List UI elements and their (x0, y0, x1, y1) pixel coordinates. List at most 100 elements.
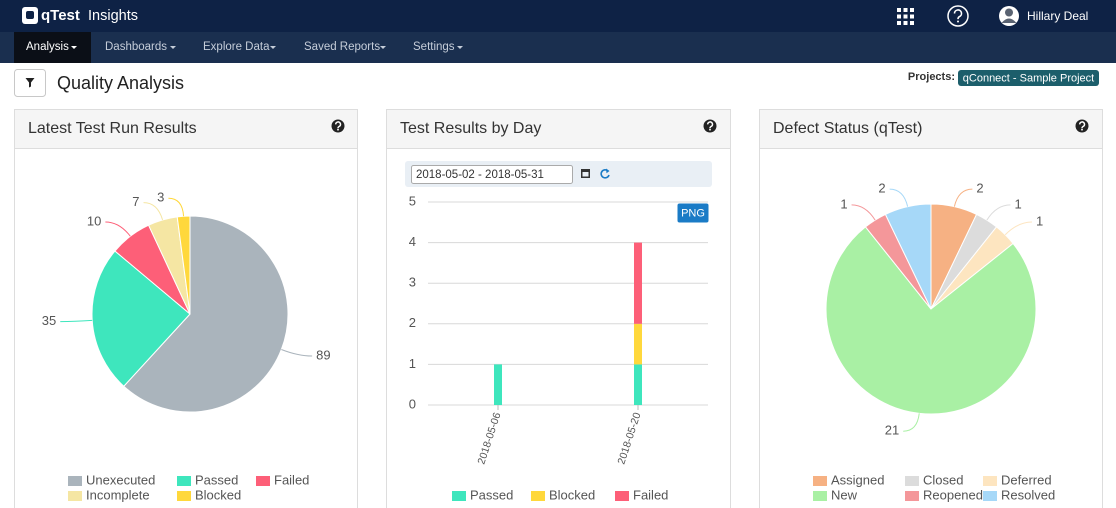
date-range[interactable]: 2018-05-02 - 2018-05-31 (416, 169, 544, 181)
legend-label[interactable]: Resolved (1001, 487, 1055, 502)
caret (380, 46, 386, 49)
leader-line (1004, 221, 1032, 236)
apps-icon[interactable] (897, 8, 914, 25)
leader-line (953, 188, 973, 207)
nav-item[interactable]: Dashboards (105, 41, 167, 53)
y-tick-label: 0 (409, 396, 416, 411)
caret (270, 46, 276, 49)
legend-swatch (983, 476, 997, 486)
pie-label: 89 (316, 347, 330, 362)
legend-label[interactable]: Incomplete (86, 487, 150, 502)
panel-help-icon[interactable] (331, 119, 345, 133)
legend-swatch (68, 491, 82, 501)
legend-swatch (452, 491, 466, 501)
pie-label: 2 (976, 181, 983, 196)
panel-help-icon[interactable] (703, 119, 717, 133)
y-tick-label: 1 (409, 356, 416, 371)
project-badge[interactable] (958, 70, 1099, 86)
help-circle (1075, 119, 1089, 133)
nav-item[interactable]: Analysis (26, 41, 69, 53)
leader-line (168, 197, 185, 217)
product: Insights (88, 8, 138, 24)
legend-label[interactable]: Blocked (195, 487, 241, 502)
pie-label: 10 (87, 213, 101, 228)
help-dot (1081, 128, 1083, 131)
help-mark (334, 121, 342, 129)
panel-title: Defect Status (qTest) (773, 120, 922, 137)
help-circle (331, 119, 345, 133)
pie-label: 2 (878, 181, 885, 196)
top-bar (0, 0, 1116, 32)
legend-swatch (813, 476, 827, 486)
date-input[interactable] (411, 165, 573, 184)
legend-label[interactable]: Passed (195, 472, 238, 487)
pie-label: 35 (42, 313, 56, 328)
y-tick-label: 5 (409, 193, 416, 208)
help-icon[interactable] (947, 5, 969, 27)
pie-label: 1 (1036, 213, 1043, 228)
nav-item[interactable]: Saved Reports (304, 41, 380, 53)
leader-line (143, 202, 164, 221)
bar-segment (634, 364, 642, 405)
legend-label[interactable]: New (831, 487, 858, 502)
refresh-icon[interactable] (600, 168, 610, 179)
legend-label[interactable]: Failed (274, 472, 309, 487)
nav-item[interactable]: Explore Data (203, 41, 270, 53)
pie-label: 1 (1014, 196, 1021, 211)
nav-bar (0, 32, 1116, 63)
page-title: Quality Analysis (57, 73, 184, 93)
legend-label[interactable]: Reopened (923, 487, 983, 502)
legend-swatch (68, 476, 82, 486)
bar-segment (634, 242, 642, 324)
leader-line (986, 204, 1011, 221)
project-name[interactable]: qConnect - Sample Project (963, 72, 1094, 84)
calendar-icon[interactable] (581, 169, 590, 178)
nav-item[interactable]: Settings (413, 41, 455, 53)
projects-label: Projects: (908, 71, 955, 83)
user-name[interactable]: Hillary Deal (1027, 9, 1088, 23)
legend-swatch (256, 476, 270, 486)
leader-line (281, 349, 313, 357)
legend-swatch (531, 491, 545, 501)
pie-slice (123, 215, 289, 413)
filter-button[interactable] (14, 69, 46, 97)
legend-swatch (983, 491, 997, 501)
legend-label[interactable]: Unexecuted (86, 472, 155, 487)
brand[interactable]: qTest (41, 7, 80, 24)
legend-label[interactable]: Assigned (831, 472, 884, 487)
png-label[interactable]: PNG (681, 207, 705, 219)
y-tick-label: 3 (409, 275, 416, 290)
legend-swatch (615, 491, 629, 501)
leader-line (105, 221, 131, 237)
panel-title: Test Results by Day (400, 120, 541, 137)
help-circle (703, 119, 717, 133)
legend-swatch (177, 491, 191, 501)
leader-line (889, 188, 909, 207)
legend-label[interactable]: Passed (470, 487, 513, 502)
y-tick-label: 2 (409, 315, 416, 330)
legend-swatch (813, 491, 827, 501)
pie-slice (91, 250, 191, 387)
y-tick-label: 4 (409, 234, 416, 249)
caret (457, 46, 463, 49)
legend-label[interactable]: Blocked (549, 487, 595, 502)
leader-line (851, 204, 876, 221)
panel-title: Latest Test Run Results (28, 120, 197, 137)
legend-label[interactable]: Failed (633, 487, 668, 502)
avatar[interactable] (999, 6, 1019, 26)
leader-line (60, 319, 93, 323)
caret (71, 46, 77, 49)
legend-label[interactable]: Deferred (1001, 472, 1052, 487)
panel-help-icon[interactable] (1075, 119, 1089, 133)
pie-label: 7 (132, 194, 139, 209)
png-button[interactable] (677, 203, 709, 223)
caret (170, 46, 176, 49)
help-mark (706, 121, 714, 129)
legend-label[interactable]: Closed (923, 472, 963, 487)
help-dot (337, 128, 339, 131)
logo-icon-inner (26, 11, 34, 19)
bar-segment (634, 323, 642, 365)
nav-active (14, 32, 91, 63)
pie-label: 3 (157, 190, 164, 205)
